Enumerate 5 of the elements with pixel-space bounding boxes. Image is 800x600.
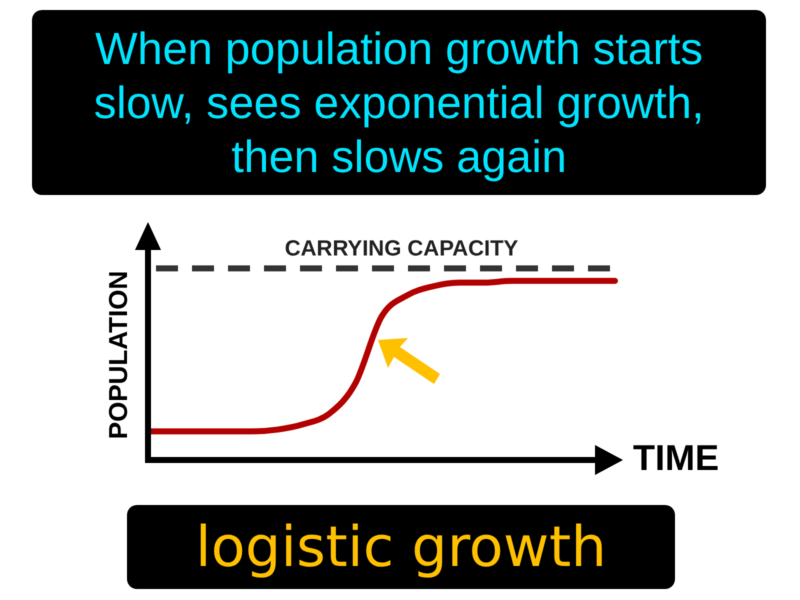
y-axis-title: POPULATION <box>103 270 134 440</box>
ref-line-label: CARRYING CAPACITY <box>284 235 519 260</box>
chart-title: When population growth starts slow, sees exponential growth, then slows again <box>32 10 766 195</box>
text: logistic growth <box>127 505 675 589</box>
x-axis-title: TIME <box>633 436 719 478</box>
